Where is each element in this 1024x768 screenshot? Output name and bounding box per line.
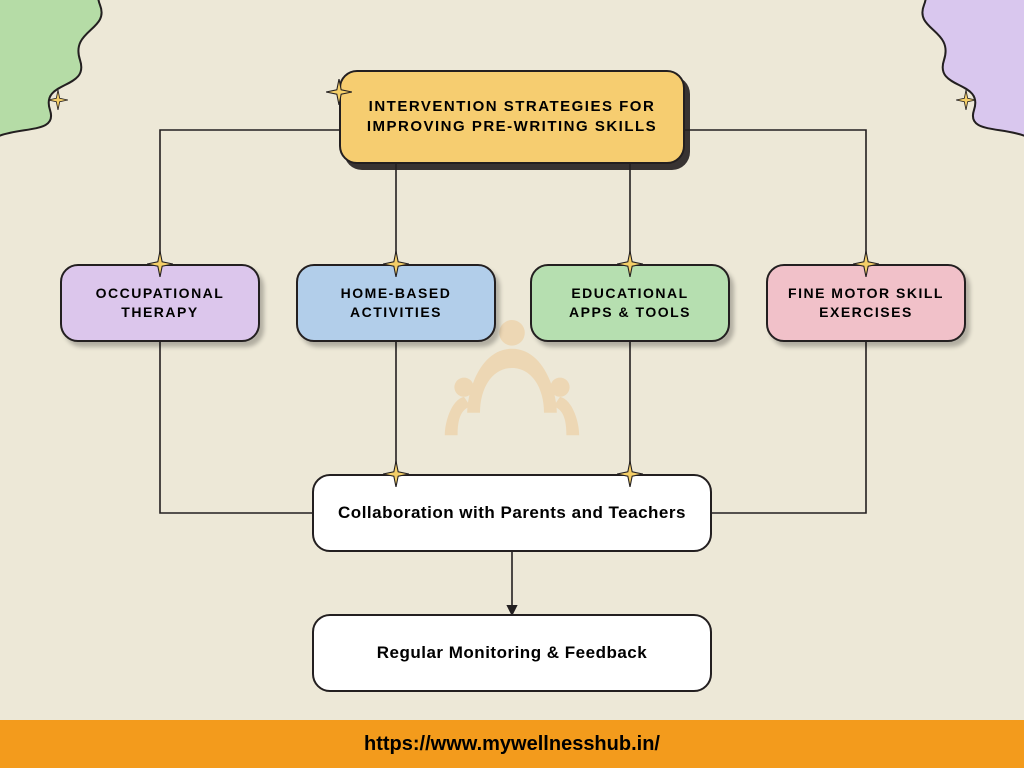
star-icon (383, 251, 409, 277)
node-occupational-text: OCCUPATIONAL THERAPY (80, 284, 240, 322)
star-icon (48, 90, 68, 110)
node-title-text: INTERVENTION STRATEGIES FOR IMPROVING PR… (359, 97, 665, 138)
node-home-text: HOME-BASED ACTIVITIES (316, 284, 476, 322)
blob-right-icon (884, 0, 1024, 160)
node-title: INTERVENTION STRATEGIES FOR IMPROVING PR… (339, 70, 685, 164)
node-finemotor-text: FINE MOTOR SKILL EXERCISES (786, 284, 946, 322)
node-monitor-text: Regular Monitoring & Feedback (377, 642, 647, 665)
footer-text: https://www.mywellnesshub.in/ (364, 733, 660, 756)
star-icon (326, 79, 352, 105)
blob-left-path (0, 0, 120, 160)
star-icon (617, 461, 643, 487)
footer-bar: https://www.mywellnesshub.in/ (0, 720, 1024, 768)
node-apps-text: EDUCATIONAL APPS & TOOLS (550, 284, 710, 322)
node-collab: Collaboration with Parents and Teachers (312, 474, 712, 552)
star-icon (147, 251, 173, 277)
star-icon (383, 461, 409, 487)
blob-left-icon (0, 0, 140, 160)
blob-right-path (904, 0, 1024, 160)
star-icon (617, 251, 643, 277)
node-collab-text: Collaboration with Parents and Teachers (338, 502, 686, 525)
star-icon (956, 90, 976, 110)
node-monitor: Regular Monitoring & Feedback (312, 614, 712, 692)
star-icon (853, 251, 879, 277)
